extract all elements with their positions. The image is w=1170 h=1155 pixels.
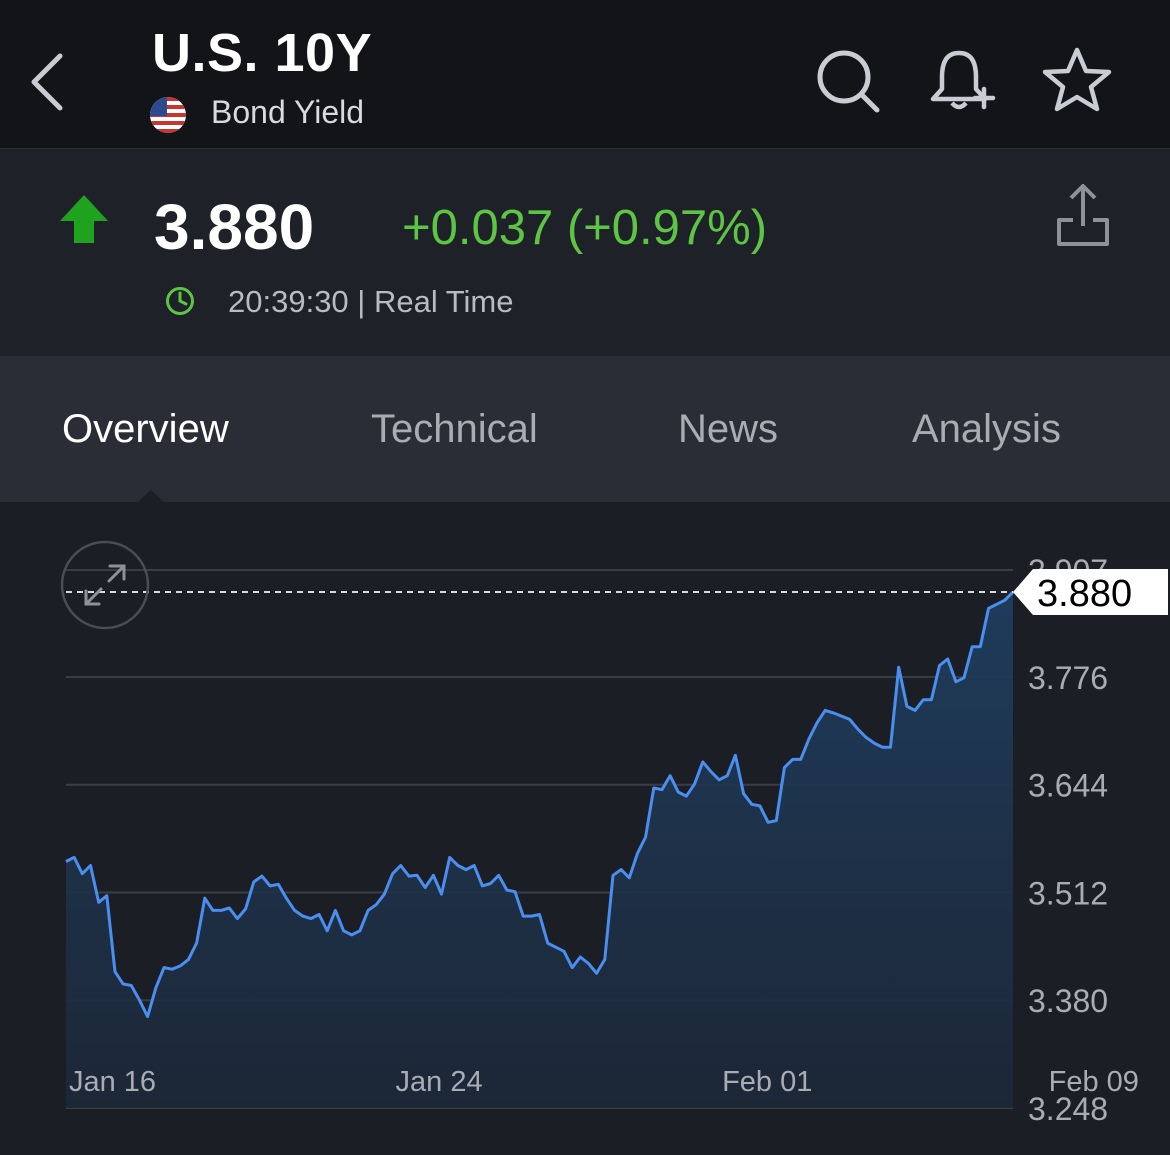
bell-plus-icon[interactable] xyxy=(927,45,997,115)
page-title: U.S. 10Y xyxy=(152,23,373,83)
tab-bar xyxy=(0,356,1170,502)
y-tick-label: 3.776 xyxy=(1028,660,1108,696)
current-price: 3.880 xyxy=(154,191,315,263)
us-flag-icon xyxy=(150,97,186,133)
share-icon[interactable] xyxy=(1055,180,1111,250)
expand-icon xyxy=(84,564,126,606)
expand-chart-button[interactable] xyxy=(60,540,150,630)
tab-overview[interactable]: Overview xyxy=(62,407,229,451)
y-tick-label: 3.512 xyxy=(1028,875,1108,911)
header-bar: U.S. 10Y Bond Yield xyxy=(0,0,1170,149)
x-tick-label: Feb 01 xyxy=(722,1066,812,1098)
search-icon[interactable] xyxy=(813,45,883,115)
tab-news[interactable]: News xyxy=(678,407,779,451)
chart-series-line xyxy=(65,590,1015,1019)
x-tick-label: Jan 24 xyxy=(396,1066,483,1098)
quote-panel xyxy=(0,149,1170,355)
quote-time: 20:39:30 | Real Time xyxy=(228,284,514,319)
y-tick-label: 3.248 xyxy=(1028,1091,1108,1127)
active-tab-indicator xyxy=(138,490,164,502)
x-tick-label: Feb 09 xyxy=(1049,1066,1139,1098)
tab-analysis[interactable]: Analysis xyxy=(912,407,1061,451)
x-axis-labels: Jan 16 Jan 24 Feb 01 Feb 09 xyxy=(69,1066,1139,1098)
star-icon[interactable] xyxy=(1042,45,1112,115)
tab-technical[interactable]: Technical xyxy=(371,407,538,451)
y-tick-label: 3.380 xyxy=(1028,983,1108,1019)
price-change: +0.037 (+0.97%) xyxy=(402,201,768,255)
current-value-tag: 3.880 xyxy=(1013,569,1168,616)
up-arrow-icon xyxy=(60,195,108,243)
back-chevron-icon[interactable] xyxy=(26,50,70,114)
chart-area-fill xyxy=(66,592,1013,1108)
clock-icon xyxy=(166,287,194,315)
current-value-label: 3.880 xyxy=(1037,573,1132,615)
x-tick-label: Jan 16 xyxy=(69,1066,156,1098)
y-tick-label: 3.644 xyxy=(1028,768,1108,804)
instrument-subtitle: Bond Yield xyxy=(211,94,365,130)
